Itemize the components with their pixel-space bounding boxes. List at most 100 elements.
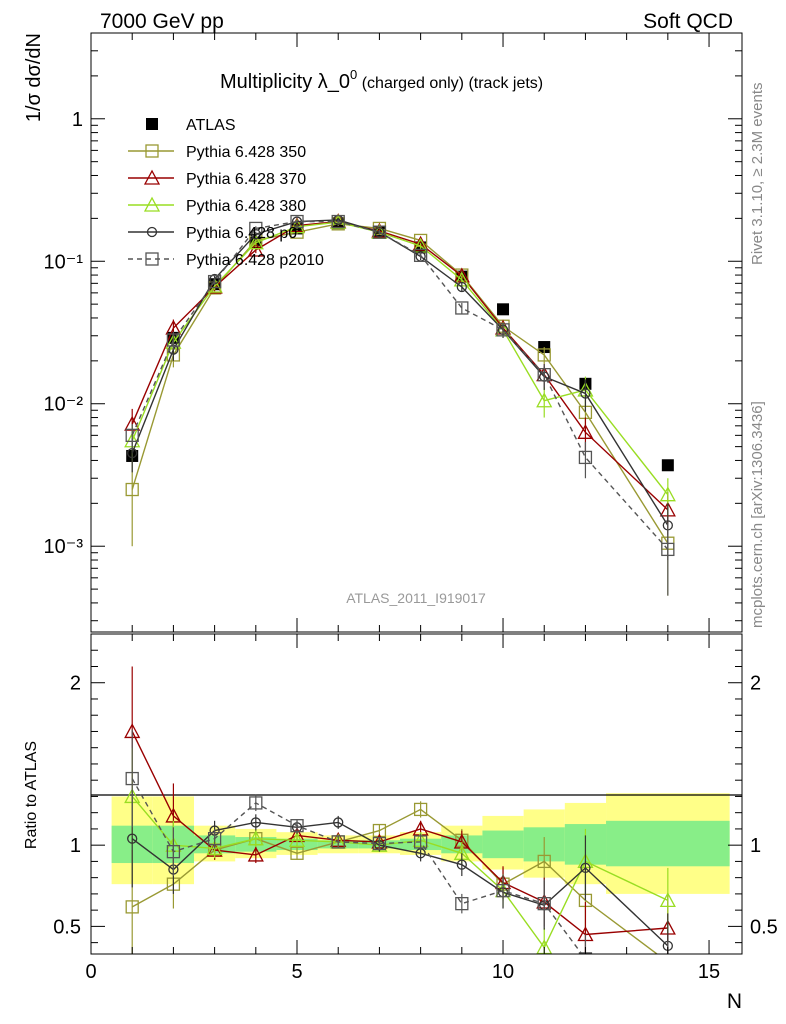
green-band-segment	[482, 830, 524, 859]
plot-title: Multiplicity λ_00 (charged only) (track …	[220, 67, 543, 93]
lower-series-group	[124, 666, 676, 971]
ratio-point	[496, 883, 510, 898]
data-point	[125, 428, 139, 442]
data-point	[290, 214, 304, 229]
legend-entry: Pythia 6.428 p0	[128, 225, 297, 242]
data-point	[372, 225, 387, 239]
lower-y-tick-label-right: 1	[750, 835, 761, 857]
series-pythia-6-428-p2010	[125, 214, 675, 596]
upper-panel-frame	[90, 32, 743, 633]
legend-entry: Pythia 6.428 380	[128, 196, 306, 215]
ratio-point	[537, 896, 551, 911]
series-pythia-6-428-350	[125, 217, 675, 596]
data-point	[580, 388, 591, 399]
ratio-point	[249, 796, 263, 810]
upper-y-tick-label: 1	[72, 109, 83, 131]
legend-label: Pythia 6.428 p2010	[186, 252, 324, 269]
data-point	[578, 450, 593, 465]
upper-y-label: 1/σ dσ/dN	[23, 33, 45, 122]
ratio-point	[206, 840, 223, 856]
lower-y-tick-label: 0.5	[53, 916, 81, 938]
lower-y-axis: 0.5 0.5 1 1 2 2	[53, 633, 778, 944]
data-point	[497, 303, 510, 316]
data-point	[374, 227, 385, 238]
legend-entry: Pythia 6.428 350	[128, 144, 306, 161]
lower-y-label: Ratio to ATLAS	[23, 741, 40, 849]
analysis-watermark: ATLAS_2011_I919017	[346, 590, 486, 606]
data-point	[207, 274, 222, 289]
x-tick-label: 15	[698, 961, 720, 983]
data-point	[496, 323, 510, 337]
legend-marker	[146, 226, 158, 238]
legend: ATLAS Pythia 6.428 350 Pythia 6.428 370 Pyt…	[128, 117, 324, 269]
ratio-point	[127, 833, 138, 844]
upper-y-tick-label: 10⁻³	[44, 536, 84, 558]
legend-marker	[143, 169, 161, 185]
legend-label: Pythia 6.428 p0	[186, 225, 297, 242]
data-point	[661, 459, 674, 472]
data-point	[249, 221, 263, 236]
lower-panel: 0.5 0.5 1 1 2 2 0 5 10 15	[53, 633, 778, 983]
ratio-point	[207, 832, 222, 846]
lower-panel-frame	[90, 633, 743, 955]
title-sup: 0	[350, 67, 357, 82]
legend-marker	[145, 252, 159, 266]
upper-y-tick-label: 10⁻¹	[44, 251, 84, 273]
data-point	[537, 348, 551, 362]
ratio-point	[331, 835, 345, 849]
upper-panel: 10⁻³ 10⁻² 10⁻¹ 1	[44, 32, 743, 633]
ratio-point	[456, 859, 467, 870]
ratio-point	[247, 846, 264, 862]
data-point	[247, 234, 264, 250]
data-point	[536, 392, 553, 408]
data-point	[166, 333, 181, 347]
data-point	[247, 241, 264, 257]
ratio-point	[333, 817, 344, 828]
ratio-series-pythia-6-428-p2010	[125, 729, 674, 971]
energy-label: 7000 GeV pp	[100, 10, 224, 33]
ratio-point	[413, 802, 428, 817]
data-point	[413, 248, 428, 263]
data-point	[331, 214, 345, 229]
ratio-point	[247, 830, 264, 846]
ratio-point	[372, 836, 387, 851]
x-tick-label: 0	[85, 961, 96, 983]
ratio-point	[662, 959, 674, 971]
legend-entry: ATLAS	[146, 117, 236, 134]
data-point	[537, 368, 551, 382]
data-point	[288, 218, 306, 234]
ratio-point	[290, 846, 304, 860]
lower-y-tick-label-right: 0.5	[750, 916, 778, 938]
lower-y-tick-label: 1	[70, 835, 81, 857]
ratio-point	[578, 952, 593, 954]
data-point	[577, 423, 594, 439]
ratio-point	[659, 892, 676, 908]
data-point	[659, 486, 676, 502]
lower-y-tick-label-right: 2	[750, 673, 761, 695]
x-tick-label: 5	[291, 961, 302, 983]
legend-label: ATLAS	[186, 117, 236, 134]
ratio-point	[250, 817, 261, 828]
mcplots-label: mcplots.cern.ch [arXiv:1306.3436]	[749, 401, 766, 628]
legend-entry: Pythia 6.428 370	[128, 169, 306, 188]
data-point	[661, 542, 675, 557]
process-label: Soft QCD	[643, 10, 733, 33]
ratio-point	[288, 831, 306, 847]
data-point	[455, 301, 469, 315]
data-point	[125, 482, 139, 497]
ratio-point	[455, 896, 469, 911]
legend-marker	[143, 196, 161, 212]
svg-text:Multiplicity λ_00 (charged onl: Multiplicity λ_00 (charged only) (track …	[220, 67, 543, 93]
legend-entry: Pythia 6.428 p2010	[128, 252, 324, 269]
legend-label: Pythia 6.428 350	[186, 144, 306, 161]
data-point	[412, 235, 429, 251]
upper-y-tick-label: 10⁻²	[44, 394, 84, 416]
ratio-point	[580, 862, 591, 874]
x-axis: 0 5 10 15	[85, 634, 720, 983]
upper-series-group	[124, 213, 676, 596]
ratio-point	[662, 956, 674, 968]
ratio-point	[290, 819, 304, 833]
ratio-point	[166, 845, 181, 859]
title-main: Multiplicity λ_0	[220, 71, 350, 93]
